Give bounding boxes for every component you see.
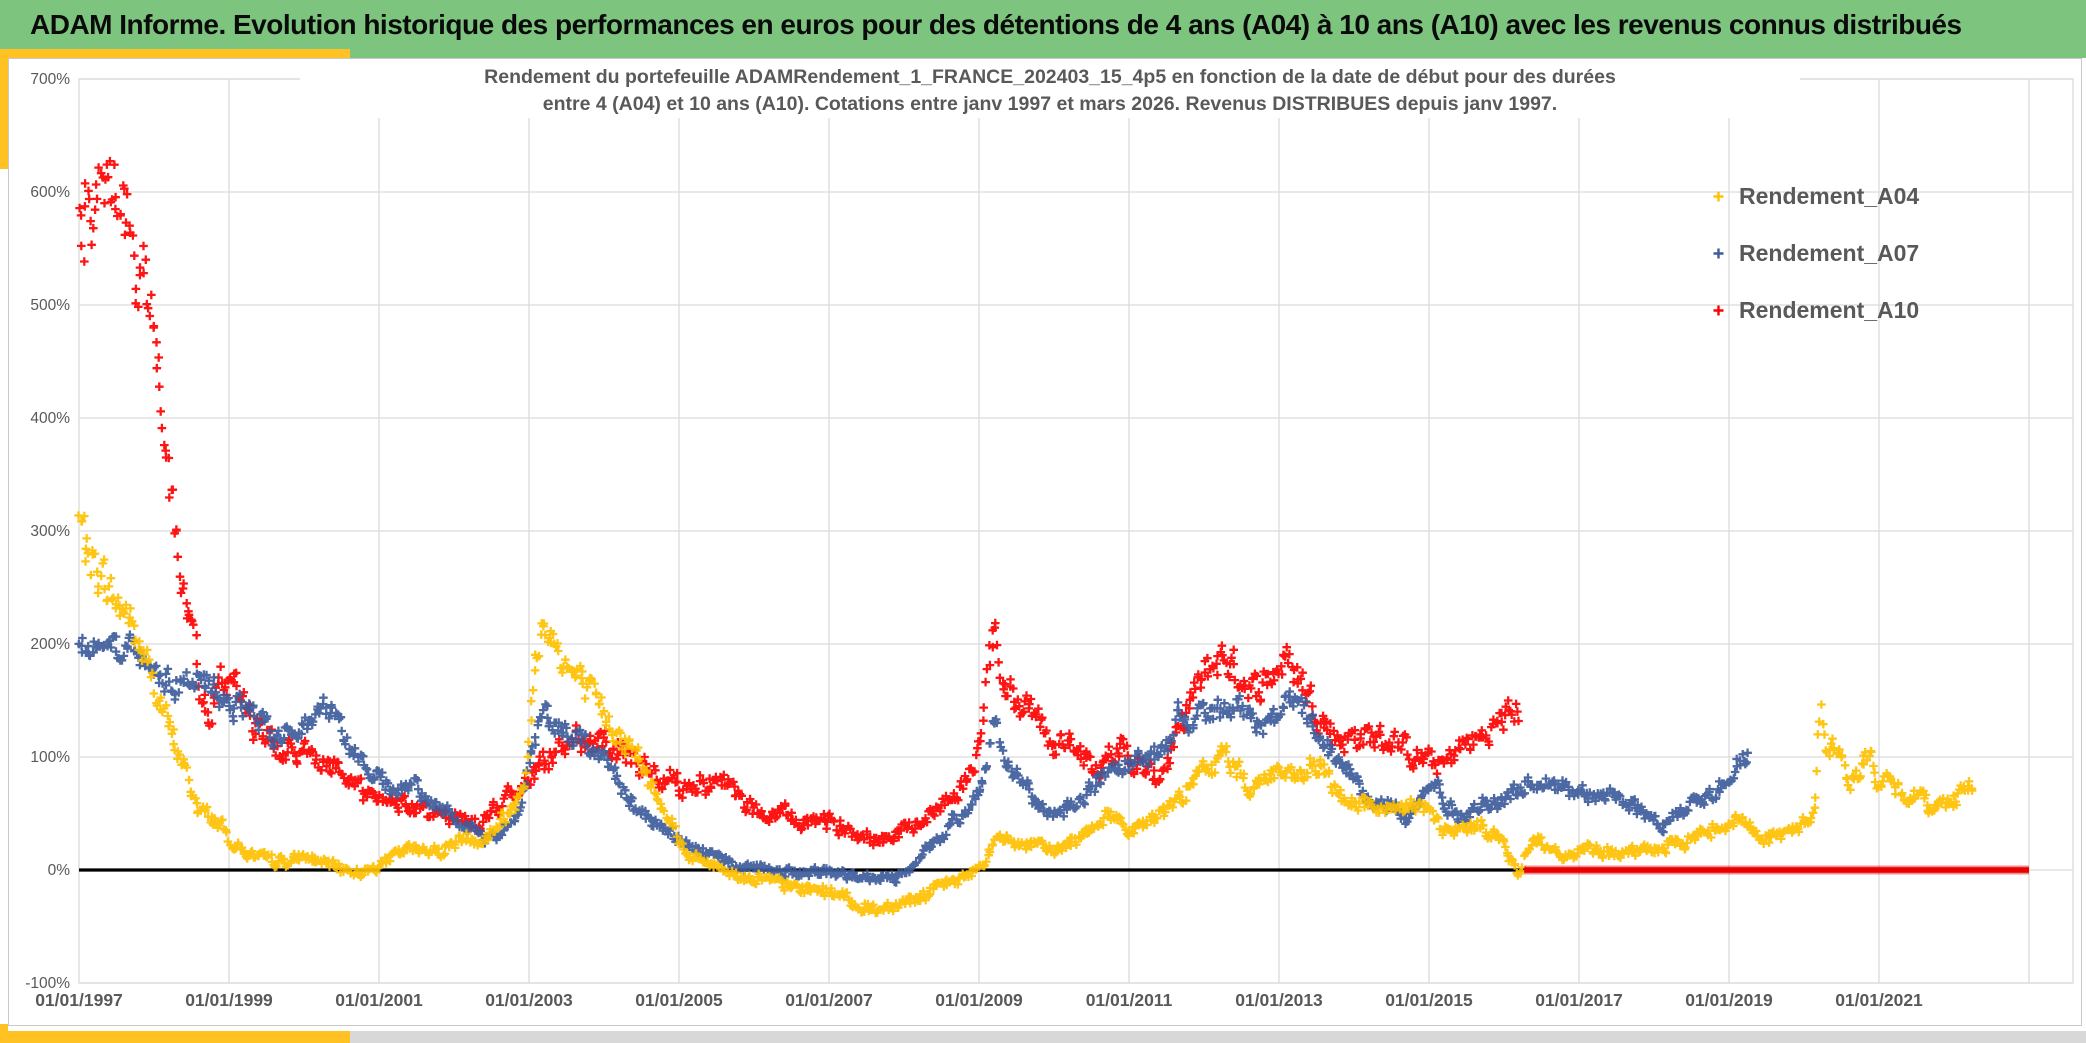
legend: Rendement_A04 Rendement_A07 Rendement_A1… — [1712, 168, 1919, 339]
chart-title-line2: entre 4 (A04) et 10 ans (A10). Cotations… — [542, 93, 1558, 115]
accent-left-bar — [0, 49, 8, 169]
footer-gray-bar — [350, 1031, 2086, 1043]
plus-marker-icon — [1713, 248, 1724, 259]
legend-item-a10: Rendement_A10 — [1712, 282, 1919, 339]
legend-item-label: Rendement_A04 — [1739, 183, 1920, 209]
chart-title: Rendement du portefeuille ADAMRendement_… — [300, 64, 1800, 118]
legend-item-a04: Rendement_A04 — [1712, 168, 1919, 225]
plus-marker-icon — [1713, 191, 1724, 202]
page-title: ADAM Informe. Evolution historique des p… — [30, 9, 1962, 40]
accent-underline-bar — [0, 49, 350, 58]
footer-accent-bar — [0, 1031, 350, 1043]
legend-item-label: Rendement_A07 — [1739, 240, 1920, 266]
legend-item-a07: Rendement_A07 — [1712, 225, 1919, 282]
chart-title-line1: Rendement du portefeuille ADAMRendement_… — [484, 66, 1616, 88]
header-bar: ADAM Informe. Evolution historique des p… — [0, 0, 2086, 58]
plus-marker-icon — [1713, 305, 1724, 316]
legend-item-label: Rendement_A10 — [1739, 297, 1920, 323]
